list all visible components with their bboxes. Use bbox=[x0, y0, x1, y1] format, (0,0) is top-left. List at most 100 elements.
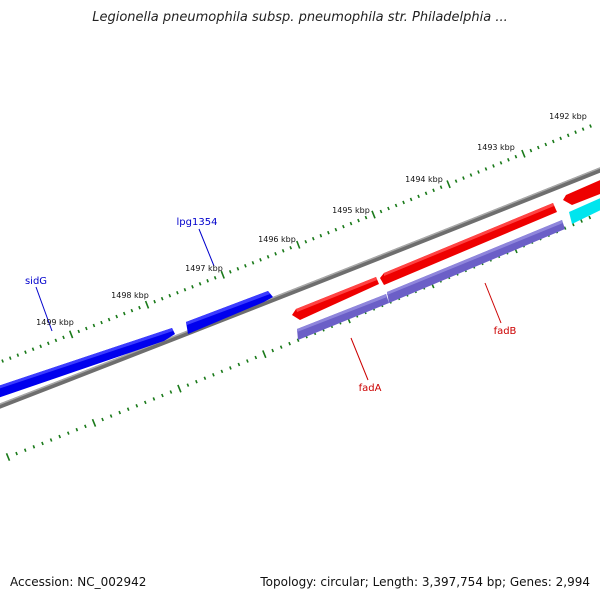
ruler-tick bbox=[5, 452, 11, 462]
ruler-tick bbox=[304, 239, 308, 244]
ruler-tick bbox=[566, 133, 570, 138]
ruler-tick bbox=[251, 261, 255, 265]
ruler-tick bbox=[109, 414, 113, 418]
ruler-tick bbox=[469, 173, 473, 177]
leader-fadA bbox=[350, 337, 369, 381]
ruler-tick bbox=[484, 167, 488, 171]
ruler-tick bbox=[100, 320, 103, 325]
ruler-tick bbox=[118, 410, 122, 415]
ruler-tick bbox=[296, 338, 300, 342]
ruler-tick bbox=[77, 329, 81, 334]
ruler-tick bbox=[279, 345, 283, 349]
gene-sidG-feature[interactable] bbox=[0, 328, 175, 399]
leader-lpg1354 bbox=[198, 228, 215, 267]
ruler-tick bbox=[281, 249, 285, 253]
ruler-tick bbox=[92, 323, 96, 328]
ruler-tick bbox=[580, 219, 583, 223]
ruler-tick bbox=[402, 200, 405, 205]
gene-lpg1354-feature[interactable] bbox=[186, 291, 273, 334]
ruler-tick bbox=[152, 397, 156, 401]
ruler-tick bbox=[544, 142, 548, 147]
ruler-tick bbox=[213, 276, 217, 280]
ruler-tick bbox=[529, 148, 533, 153]
ruler-tick bbox=[254, 355, 258, 360]
gene-label-lpg1354: lpg1354 bbox=[177, 217, 218, 228]
ruler-tick bbox=[446, 180, 451, 189]
ruler-tick bbox=[237, 362, 241, 367]
gene-label-fadB: fadB bbox=[494, 326, 517, 337]
ruler-tick bbox=[191, 285, 194, 289]
leader-fadB bbox=[484, 282, 502, 324]
ruler-tick bbox=[296, 240, 301, 249]
ruler-tick bbox=[311, 236, 315, 241]
gene-fadB-purple-feature[interactable] bbox=[387, 220, 565, 303]
ruler-tick bbox=[24, 350, 27, 354]
gene-fadA-red-feature[interactable] bbox=[292, 277, 379, 320]
backbone-strand bbox=[0, 167, 600, 409]
ruler-tick bbox=[203, 376, 207, 381]
ruler-tick bbox=[334, 227, 338, 232]
ruler-tick bbox=[32, 445, 36, 449]
ruler-label: 1495 kbp bbox=[332, 206, 370, 215]
ruler-tick bbox=[499, 161, 503, 165]
ruler-tick bbox=[228, 270, 232, 274]
ruler-upper bbox=[1, 124, 592, 363]
ruler-tick bbox=[16, 353, 20, 357]
gene-fadB-red-feature[interactable] bbox=[380, 203, 557, 285]
ruler-tick bbox=[262, 350, 267, 359]
ruler-tick bbox=[101, 417, 104, 422]
ruler-tick bbox=[229, 366, 232, 370]
ruler-tick bbox=[153, 299, 156, 304]
ruler-label: 1493 kbp bbox=[477, 143, 515, 152]
ruler-tick bbox=[220, 369, 224, 374]
ruler-tick bbox=[439, 185, 443, 189]
ruler-tick bbox=[514, 154, 518, 159]
ruler-tick bbox=[138, 305, 141, 310]
ruler-tick bbox=[115, 314, 119, 319]
ruler-label: 1496 kbp bbox=[258, 235, 296, 244]
leader-sidG bbox=[35, 286, 53, 332]
ruler-tick bbox=[122, 311, 126, 316]
gene-right-edge-feature[interactable] bbox=[563, 178, 600, 224]
genome-summary-text: Topology: circular; Length: 3,397,754 bp… bbox=[260, 575, 590, 589]
ruler-label: 1494 kbp bbox=[405, 175, 443, 184]
ruler-tick bbox=[536, 145, 540, 150]
ruler-tick bbox=[574, 130, 577, 134]
ruler-tick bbox=[143, 400, 147, 405]
ruler-tick bbox=[62, 335, 65, 340]
ruler-tick bbox=[394, 203, 398, 208]
ruler-tick bbox=[327, 230, 330, 235]
ruler-tick bbox=[160, 296, 164, 301]
ruler-tick bbox=[246, 359, 249, 363]
gene-label-fadA: fadA bbox=[359, 383, 382, 394]
ruler-tick bbox=[289, 245, 293, 250]
ruler-tick bbox=[379, 209, 383, 214]
ruler-tick bbox=[266, 255, 270, 259]
ruler-tick bbox=[46, 341, 50, 346]
ruler-tick bbox=[195, 379, 198, 384]
ruler-tick bbox=[31, 347, 35, 351]
ruler-tick bbox=[342, 224, 345, 229]
ruler-tick bbox=[371, 210, 376, 219]
ruler-tick bbox=[387, 206, 390, 211]
ruler-tick bbox=[274, 252, 277, 256]
ruler-tick bbox=[169, 390, 173, 394]
ruler-tick bbox=[212, 373, 215, 377]
ruler-tick bbox=[8, 356, 12, 360]
gene-fadA-purple-feature[interactable] bbox=[297, 294, 389, 340]
ruler-tick bbox=[521, 149, 526, 158]
ruler-tick bbox=[85, 326, 88, 331]
ruler-tick bbox=[589, 124, 592, 128]
ruler-tick bbox=[54, 338, 58, 343]
ruler-tick bbox=[220, 270, 225, 279]
accession-text: Accession: NC_002942 bbox=[10, 575, 147, 589]
ruler-tick bbox=[84, 424, 87, 429]
ruler-tick bbox=[551, 139, 555, 144]
ruler-tick bbox=[477, 170, 480, 174]
ruler-label: 1497 kbp bbox=[185, 264, 223, 273]
ruler-tick bbox=[177, 384, 182, 393]
ruler-tick bbox=[66, 431, 70, 435]
ruler-tick bbox=[236, 267, 240, 271]
ruler-tick bbox=[424, 191, 428, 196]
